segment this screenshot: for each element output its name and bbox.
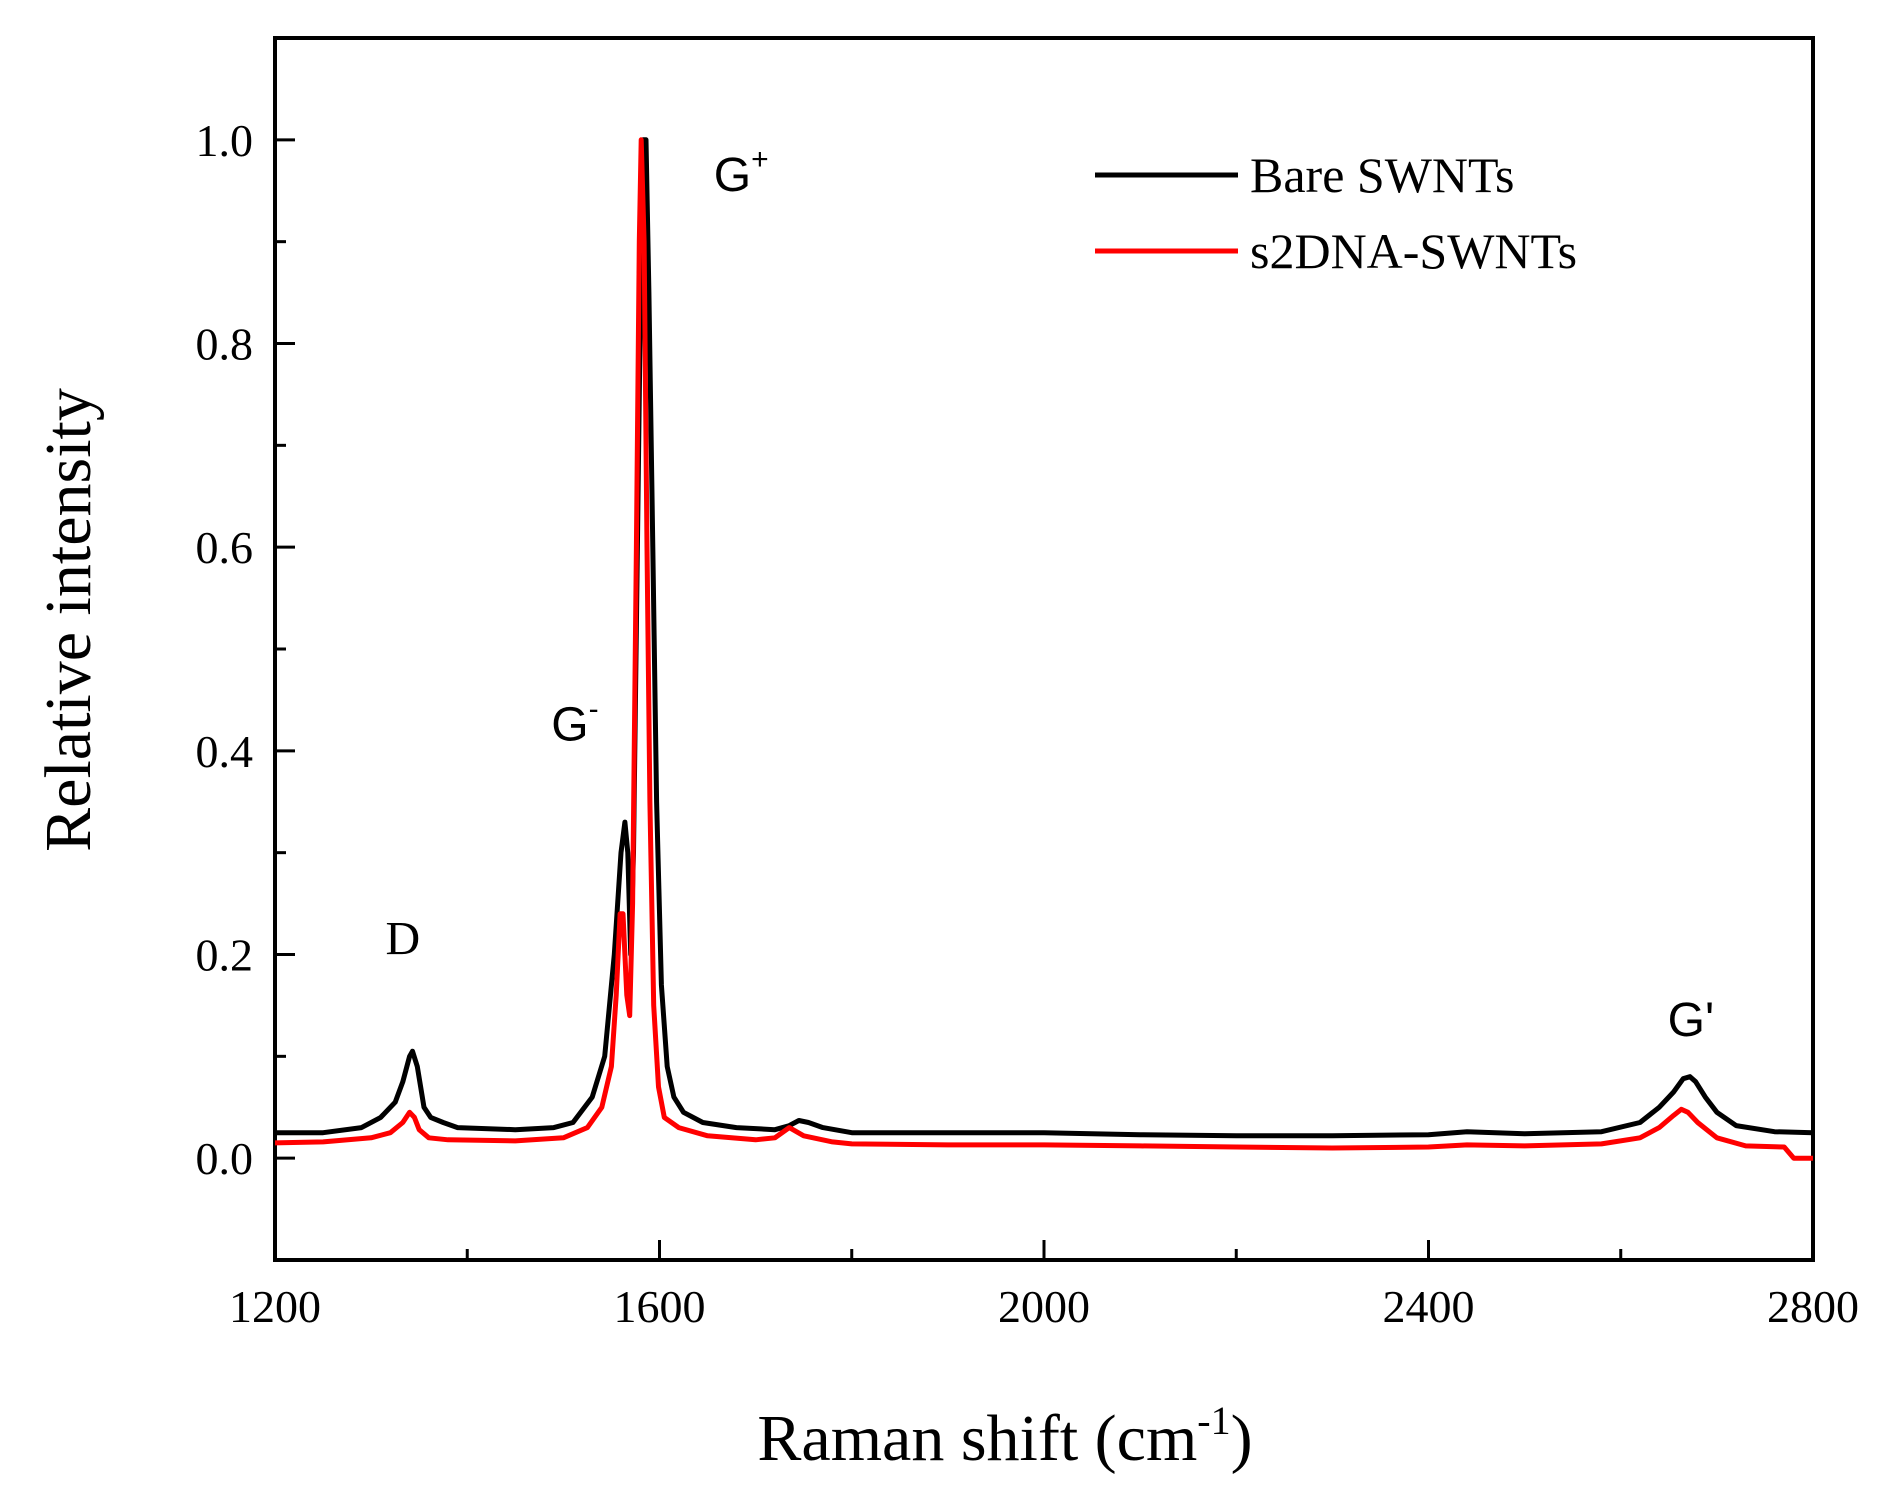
- peak-label: G': [1668, 994, 1715, 1047]
- x-tick-label: 2000: [998, 1281, 1090, 1332]
- legend-label: s2DNA-SWNTs: [1250, 223, 1577, 279]
- legend: Bare SWNTs s2DNA-SWNTs: [1095, 147, 1577, 279]
- y-axis-title: Relative intensity: [32, 388, 105, 852]
- x-tick-label: 1600: [614, 1281, 706, 1332]
- peak-label: G-: [551, 693, 598, 752]
- peak-label: G+: [714, 143, 769, 202]
- plot-frame: [273, 36, 1815, 1262]
- x-tick-label: 2400: [1383, 1281, 1475, 1332]
- y-tick-label: 1.0: [196, 115, 254, 166]
- x-axis-ticks: 1200 1600 2000 2400 2800: [229, 1240, 1859, 1332]
- peak-label: D: [386, 913, 421, 966]
- x-axis-title: Raman shift (cm-1): [757, 1398, 1252, 1475]
- y-tick-label: 0.6: [196, 522, 254, 573]
- y-tick-label: 0.2: [196, 930, 254, 981]
- series-line-s2dna-swnts: [274, 137, 1813, 1161]
- y-axis-ticks: 0.0 0.2 0.4 0.6 0.8 1.0: [196, 115, 295, 1184]
- y-tick-label: 0.4: [196, 726, 254, 777]
- legend-label: Bare SWNTs: [1250, 147, 1515, 203]
- series-line-bare-swnts: [275, 137, 1814, 1139]
- peak-annotations: D G- G+ G': [386, 143, 1715, 1047]
- x-tick-label: 1200: [229, 1281, 321, 1332]
- x-tick-label: 2800: [1767, 1281, 1859, 1332]
- y-tick-label: 0.0: [196, 1133, 254, 1184]
- series-layer: [274, 137, 1814, 1161]
- y-tick-label: 0.8: [196, 319, 254, 370]
